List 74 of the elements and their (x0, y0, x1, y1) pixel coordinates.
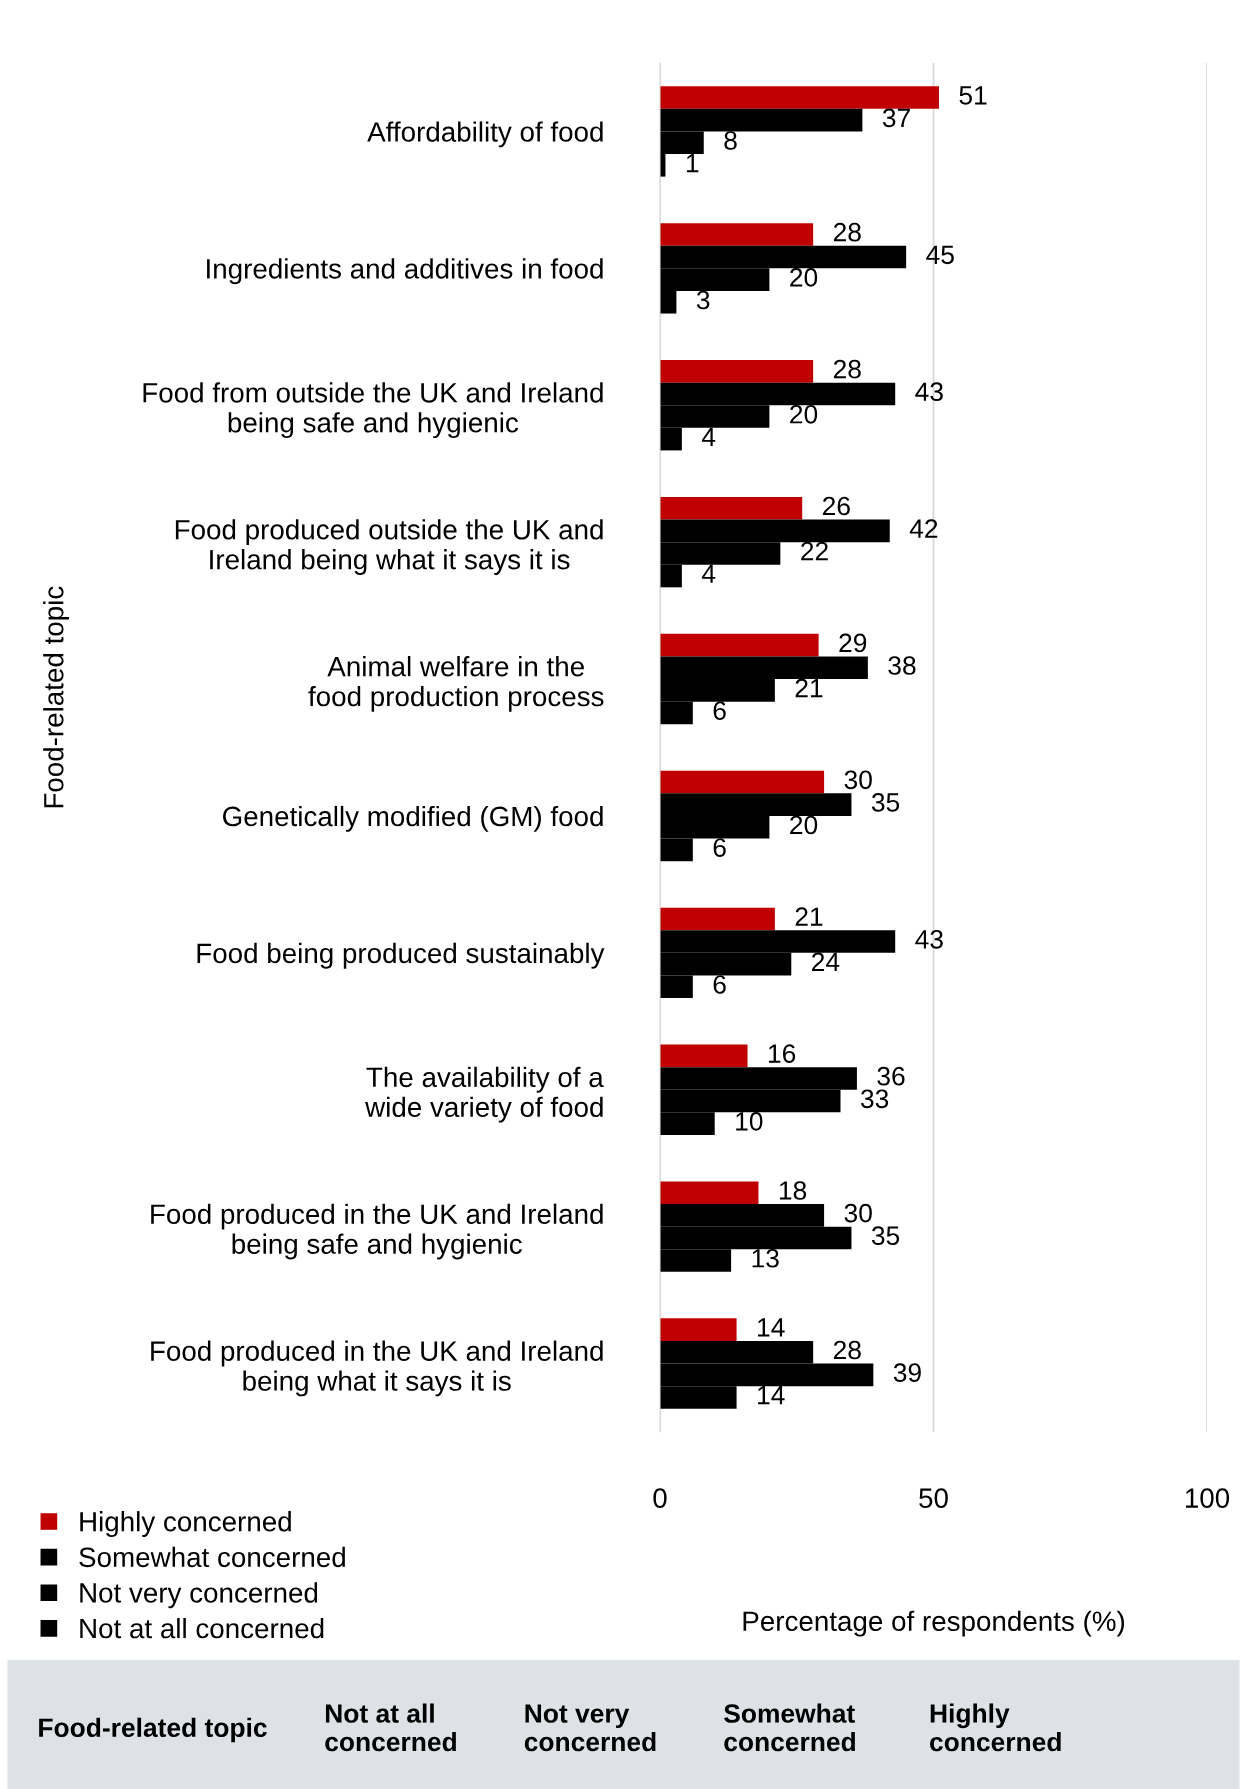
data-label: 22 (801, 541, 828, 561)
data-label: 20 (790, 404, 818, 424)
data-label: 28 (833, 1340, 861, 1360)
data-label: 1 (686, 154, 699, 173)
data-label: 38 (888, 656, 916, 675)
data-label: 35 (871, 1226, 900, 1246)
data-label: 18 (779, 1181, 807, 1200)
data-label: 8 (724, 131, 737, 150)
data-label: 14 (758, 1386, 785, 1405)
data-label: 21 (795, 678, 823, 698)
legend-label: Highly concerned (80, 1511, 291, 1538)
data-label: 14 (758, 1318, 785, 1337)
data-label: 28 (833, 222, 861, 242)
data-label: 51 (959, 86, 987, 105)
legend-label: Not very concerned (80, 1582, 318, 1609)
data-label: 6 (713, 838, 726, 857)
legend-label: Somewhat concerned (79, 1546, 345, 1568)
bar (660, 907, 775, 931)
x-tick-label: 50 (919, 1488, 948, 1508)
data-label: 20 (790, 815, 818, 835)
data-label: 4 (701, 564, 716, 583)
x-tick-label: 100 (1185, 1488, 1230, 1508)
data-label: 16 (768, 1044, 796, 1063)
data-label: 36 (877, 1066, 905, 1086)
legend-label: Not at all concerned (80, 1617, 324, 1639)
data-label: 4 (701, 427, 716, 446)
text: Somewhat concerned (724, 1703, 855, 1752)
data-label: 45 (926, 245, 954, 265)
data-label: 33 (860, 1089, 889, 1109)
bar (660, 496, 803, 520)
x-axis-title: Percentage of respondents (%) (743, 1610, 1125, 1637)
y-tick-label: Animal welfare in the food production process (308, 656, 604, 712)
data-label: 39 (893, 1363, 921, 1382)
data-label: 13 (752, 1248, 779, 1268)
data-label: 42 (909, 519, 938, 538)
text: Food-related topic (39, 1717, 267, 1743)
text: Not very concerned (524, 1704, 656, 1752)
bar (660, 360, 814, 383)
y-axis-title: Food-related topic (43, 586, 70, 808)
data-label: 24 (812, 952, 840, 971)
data-label: 43 (915, 929, 943, 949)
bar (660, 770, 825, 794)
data-label: 37 (882, 108, 910, 128)
y-tick-label: Genetically modified (GM) food (223, 805, 603, 832)
text: Not at all concerned (325, 1703, 456, 1752)
data-label: 20 (790, 268, 818, 287)
data-label: 3 (696, 290, 710, 310)
data-label: 30 (844, 1203, 872, 1223)
data-label: 6 (713, 701, 726, 721)
bar (660, 1181, 759, 1205)
data-label: 10 (736, 1112, 763, 1131)
bar (660, 86, 939, 109)
y-tick-label: Food produced in the UK and Ireland being what it says it is (151, 1340, 603, 1397)
data-label: 6 (713, 975, 726, 994)
y-tick-label: Food from outside the UK and Ireland being safe and hygienic (143, 382, 603, 439)
bar (660, 223, 814, 246)
y-tick-label: Food being produced sustainably (197, 942, 605, 969)
bar (660, 1318, 737, 1341)
y-tick-label: Food produced outside the UK and Ireland being what it says it is (175, 519, 603, 575)
bar (660, 633, 819, 657)
data-label: 29 (839, 633, 867, 653)
x-tick-label: 0 (653, 1488, 667, 1508)
data-label: 26 (822, 496, 850, 516)
data-label: 28 (833, 359, 861, 379)
y-tick-label: Affordability of food (367, 121, 603, 148)
y-tick-label: Ingredients and additives in food (207, 258, 603, 285)
data-label: 21 (795, 907, 823, 926)
text: Highly concerned (930, 1703, 1061, 1752)
bar (660, 1044, 748, 1068)
y-tick-label: Food produced in the UK and Ireland being safe and hygienic (151, 1203, 603, 1260)
data-label: 43 (915, 382, 943, 402)
y-tick-label: The availability of a wide variety of food (365, 1066, 604, 1123)
data-label: 35 (871, 793, 900, 812)
data-label: 30 (844, 770, 872, 790)
